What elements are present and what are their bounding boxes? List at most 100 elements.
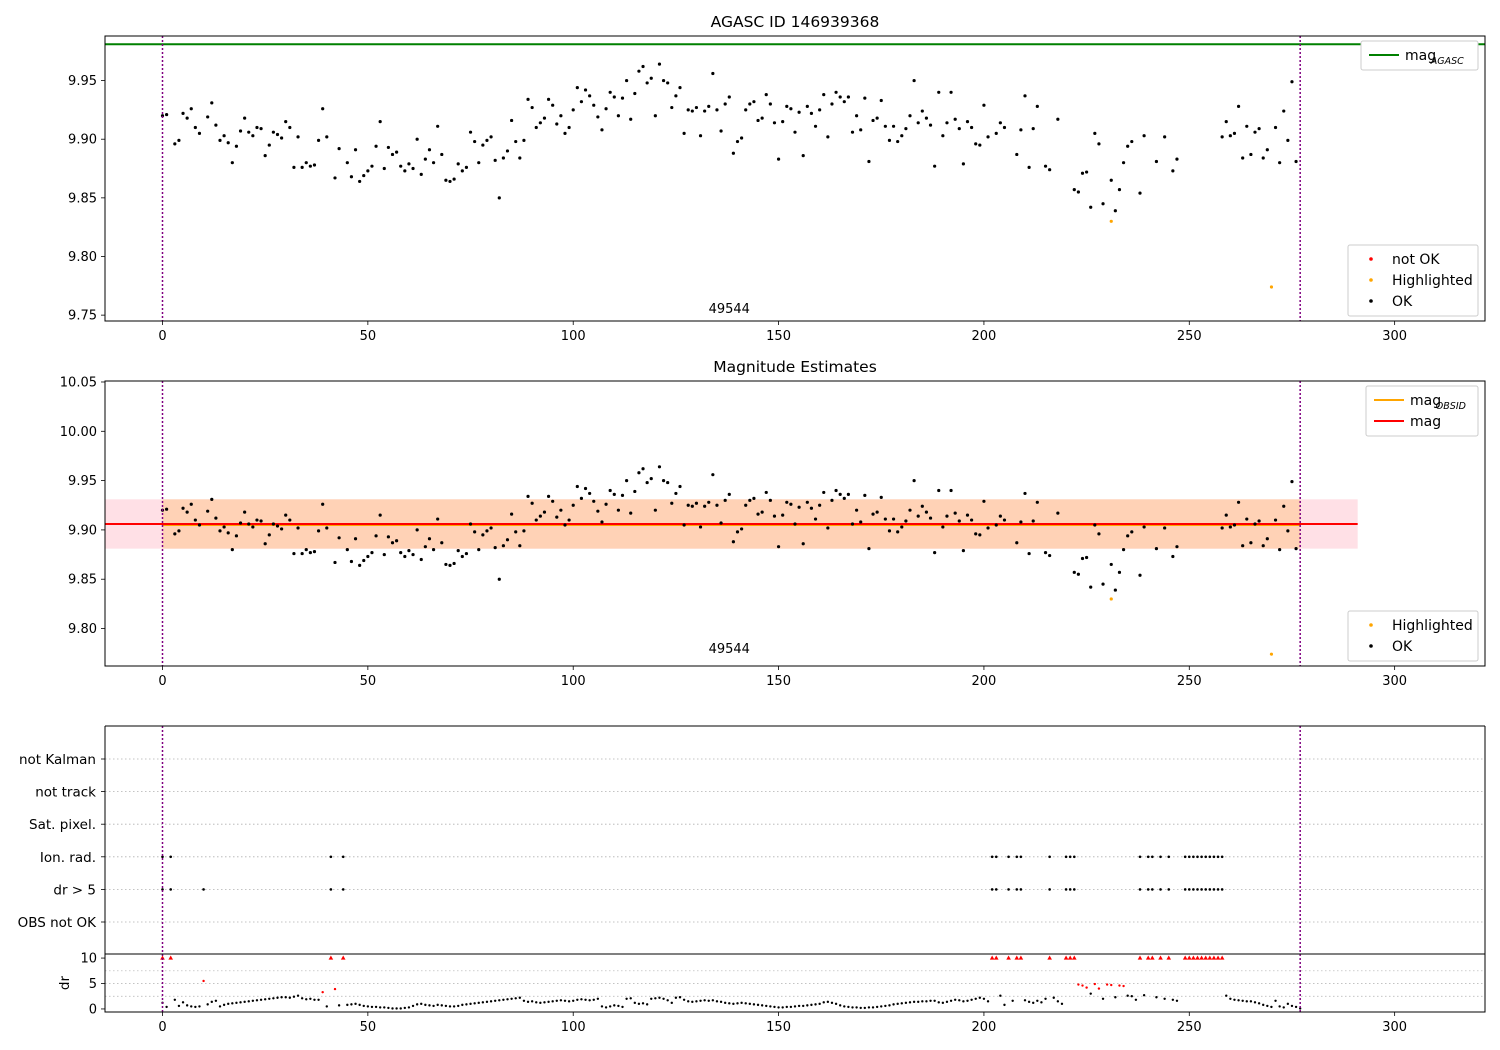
dr-point (707, 999, 710, 1003)
ok-point (345, 161, 349, 165)
ok-point (625, 479, 629, 483)
dr-point (1282, 1006, 1285, 1009)
dr-point (1114, 996, 1117, 999)
ok-point (193, 518, 197, 522)
dr-point (276, 996, 279, 999)
dr-point (793, 1005, 797, 1008)
ok-point (641, 467, 645, 471)
ok-point (1130, 139, 1134, 144)
ok-point (251, 134, 255, 138)
ok-point (497, 196, 501, 200)
flag-point (1064, 855, 1068, 859)
ok-point (941, 525, 945, 529)
dr-point (687, 1000, 690, 1003)
ok-point (1253, 522, 1257, 526)
dr-point (732, 1002, 735, 1006)
ok-point (292, 551, 296, 556)
ok-point (768, 498, 772, 502)
dr-flagged-point (321, 990, 324, 994)
ok-point (288, 125, 292, 130)
ok-point (505, 538, 510, 542)
ok-point (312, 163, 317, 167)
dr-point (625, 997, 628, 1000)
ok-point (933, 550, 937, 555)
x-tick-label: 100 (561, 329, 586, 344)
dr-point (403, 1006, 407, 1010)
ok-point (645, 480, 649, 485)
dr-point (584, 998, 587, 1001)
ok-point (542, 116, 547, 120)
ok-point (813, 517, 818, 521)
ok-point (826, 526, 830, 530)
ok-point (321, 107, 325, 111)
ok-point (583, 486, 588, 491)
ok-point (752, 100, 756, 104)
dr-clipped-marker (1047, 955, 1052, 960)
dr-point (1233, 998, 1236, 1001)
ok-point (173, 532, 177, 536)
dr-clipped-marker (1158, 955, 1163, 960)
dr-point (978, 996, 982, 999)
ok-point (957, 127, 961, 131)
dr-point (682, 998, 686, 1001)
ok-point (485, 529, 489, 533)
dr-point (424, 1003, 427, 1007)
ok-point (822, 490, 826, 495)
dr-panel: 0 50 100 150 200 250 300 0 5 10 dr (57, 952, 1486, 1035)
ok-point (386, 145, 390, 150)
ok-point (1121, 548, 1126, 552)
ok-point (715, 503, 719, 507)
dr-point (1155, 996, 1158, 999)
chart-title: Magnitude Estimates (713, 358, 877, 376)
dr-point (748, 1002, 752, 1006)
dr-point (469, 1002, 472, 1006)
ok-point (407, 549, 411, 553)
dr-point (243, 1000, 246, 1004)
legend-label: Highlighted (1392, 273, 1473, 289)
ok-point (275, 132, 280, 137)
chart-title: AGASC ID 146939368 (711, 13, 880, 31)
ok-point (505, 149, 510, 153)
dr-point (953, 998, 957, 1001)
ok-point (452, 561, 456, 566)
ok-point (867, 159, 871, 164)
flag-point (1138, 888, 1142, 891)
dr-point (1237, 999, 1240, 1002)
ok-point (920, 109, 924, 113)
ok-point (855, 114, 859, 118)
ok-point (912, 479, 916, 483)
ok-point (1117, 570, 1122, 574)
ok-point (271, 130, 275, 134)
ok-point (1278, 161, 1282, 165)
dr-point (744, 1002, 747, 1005)
x-tick-label: 200 (972, 329, 997, 344)
legend-dot-swatch (1369, 278, 1373, 282)
ok-point (370, 164, 374, 168)
dr-flagged-point (1085, 986, 1088, 989)
flag-point (990, 855, 994, 859)
ok-point (1294, 547, 1298, 551)
legend-box (1347, 610, 1479, 662)
ok-point (834, 488, 838, 493)
ok-point (1232, 131, 1237, 135)
dr-point (1266, 1004, 1269, 1008)
dr-clipped-marker (1186, 955, 1192, 960)
dr-point (834, 1002, 838, 1006)
ok-point (698, 134, 703, 138)
dr-point (736, 1002, 739, 1005)
dr-point (789, 1005, 793, 1009)
ok-point (1113, 209, 1117, 213)
ok-point (206, 115, 210, 119)
dr-point (691, 1000, 694, 1004)
dr-flagged-point (1097, 987, 1101, 990)
dr-point (719, 1000, 723, 1004)
dr-point (399, 1007, 402, 1010)
y-tick-label: 9.95 (68, 74, 97, 89)
dr-point (1003, 1003, 1006, 1007)
legend-dot-swatch (1369, 644, 1373, 648)
ok-point (251, 525, 255, 529)
ok-point (510, 118, 514, 123)
highlighted-point (1269, 285, 1274, 289)
ok-point (900, 525, 904, 529)
dr-point (1134, 998, 1138, 1001)
